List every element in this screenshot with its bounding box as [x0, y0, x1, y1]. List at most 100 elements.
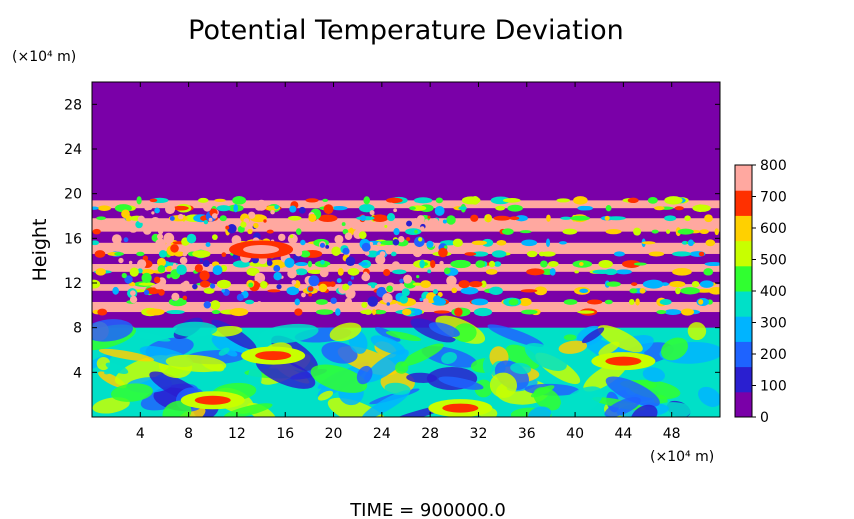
field-patch: [364, 349, 409, 383]
temperature-layer: [92, 200, 720, 209]
layer-edge-patch: [229, 307, 249, 317]
layer-edge-patch: [358, 262, 368, 266]
x-tick-label: 32: [470, 426, 488, 442]
layer-edge-patch: [705, 239, 716, 247]
layer-edge-patch: [680, 287, 700, 295]
mixed-zone-speck: [344, 297, 353, 305]
layer-edge-patch: [295, 268, 308, 276]
layer-edge-patch: [409, 206, 416, 211]
mixed-zone-speck: [438, 247, 448, 258]
mixed-zone-speck: [270, 209, 275, 215]
layer-edge-patch: [486, 214, 491, 223]
mixed-zone-speck: [319, 242, 325, 248]
field-patch: [211, 334, 247, 357]
mixed-zone-speck: [429, 218, 440, 228]
layer-edge-patch: [587, 299, 603, 305]
layer-edge-patch: [307, 260, 313, 268]
layer-edge-patch: [684, 215, 691, 222]
temperature-layer: [92, 242, 720, 254]
mixed-zone-speck: [274, 204, 279, 210]
layer-edge-patch: [364, 309, 373, 315]
field-patch: [438, 376, 484, 390]
layer-edge-patch: [136, 251, 145, 257]
layer-edge-patch: [473, 307, 493, 317]
mixed-zone-speck: [323, 204, 334, 215]
layer-edge-patch: [521, 309, 538, 315]
field-patch: [558, 386, 603, 417]
layer-edge-patch: [317, 214, 338, 222]
layer-edge-patch: [502, 198, 521, 203]
mixed-zone-speck: [171, 292, 180, 301]
mixed-zone-speck: [301, 292, 306, 298]
x-tick-label: 12: [228, 426, 246, 442]
mixed-zone-speck: [345, 256, 356, 266]
field-patch: [96, 356, 111, 371]
field-patch: [400, 343, 444, 367]
field-patch: [92, 397, 130, 414]
mixed-zone-speck: [260, 280, 268, 289]
x-tick-label: 4: [136, 426, 145, 442]
mixed-zone-speck: [123, 237, 129, 243]
colorbar-segment: [735, 215, 752, 242]
colorbar-tick-label: 500: [760, 253, 787, 269]
layer-edge-patch: [94, 250, 106, 258]
layer-edge-patch: [287, 215, 302, 221]
mixed-zone-speck: [179, 256, 188, 265]
y-tick-label: 4: [73, 365, 82, 381]
mixed-zone-speck: [446, 215, 456, 225]
layer-edge-patch: [464, 252, 477, 256]
layer-edge-patch: [651, 229, 659, 234]
layer-edge-patch: [615, 269, 632, 275]
layer-edge-patch: [203, 287, 215, 294]
layer-edge-patch: [433, 310, 450, 314]
field-patch: [92, 319, 134, 342]
mixed-zone-speck: [406, 236, 411, 242]
layer-edge-patch: [579, 288, 589, 294]
mixed-zone-speck: [413, 218, 418, 223]
field-patch: [605, 376, 660, 407]
mixed-zone-speck: [155, 238, 166, 250]
layer-edge-patch: [540, 260, 548, 268]
field-patch: [524, 342, 567, 371]
y-tick-label: 16: [64, 231, 82, 247]
layer-edge-patch: [295, 261, 308, 267]
layer-edge-patch: [493, 261, 502, 267]
mixed-zone-speck: [151, 211, 155, 215]
layer-edge-patch: [546, 238, 551, 248]
layer-edge-patch: [556, 198, 570, 203]
mixed-zone-speck: [157, 265, 166, 273]
layer-edge-patch: [606, 281, 621, 287]
mixed-zone-speck: [211, 234, 218, 241]
mixed-zone-speck: [361, 301, 368, 309]
layer-edge-patch: [471, 251, 489, 257]
field-patch: [528, 406, 552, 417]
mixed-zone-speck: [177, 213, 184, 220]
field-patch: [642, 367, 665, 382]
mixed-zone-speck: [254, 272, 266, 284]
mixed-zone-speck: [318, 283, 328, 293]
mixed-zone-speck: [320, 259, 325, 265]
mixed-zone-speck: [129, 267, 139, 277]
field-patch: [356, 365, 373, 385]
field-patch: [698, 386, 720, 407]
mixed-zone-speck: [212, 243, 222, 254]
layer-edge-patch: [373, 309, 387, 315]
mixed-zone-speck: [393, 208, 398, 213]
field-patch: [223, 403, 273, 417]
x-tick-label: 20: [325, 426, 343, 442]
mixed-zone-speck: [308, 292, 313, 297]
mixed-zone-speck: [451, 287, 458, 294]
x-tick-label: 40: [566, 426, 584, 442]
mixed-zone-speck: [236, 293, 244, 301]
mixed-zone-speck: [359, 215, 367, 222]
hotspot-core: [243, 245, 280, 254]
layer-edge-patch: [560, 216, 572, 220]
layer-edge-patch: [335, 308, 341, 316]
mixed-zone-speck: [163, 232, 175, 244]
field-patch: [598, 341, 620, 356]
mixed-zone-speck: [248, 282, 254, 288]
layer-edge-patch: [695, 288, 714, 293]
layer-edge-patch: [672, 251, 692, 257]
field-patch: [172, 321, 218, 337]
